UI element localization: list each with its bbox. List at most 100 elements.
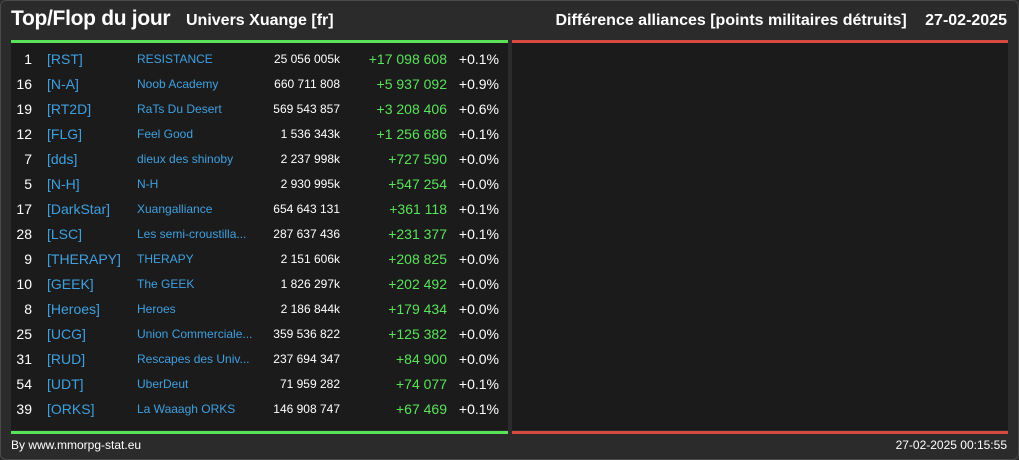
alliance-name-link[interactable]: The GEEK [137,277,195,291]
row-points: 1 536 343k [280,127,340,141]
table-row: 28 [LSC] Les semi-croustilla... 287 637 436… [11,222,508,247]
row-rank: 16 [16,76,32,92]
row-diff: +3 208 406 [376,101,447,117]
ranking-subtitle: Différence alliances [points militaires … [555,12,907,29]
row-diff: +361 118 [389,201,447,217]
row-percent: +0.9% [458,76,499,92]
table-row: 19 [RT2D] RaTs Du Desert 569 543 857 +3 208 … [11,97,508,122]
page-title: Top/Flop du jour [11,7,171,30]
row-rank: 39 [16,401,32,417]
alliance-name-link[interactable]: Noob Academy [137,77,219,91]
alliance-tag-link[interactable]: [ORKS] [47,401,95,417]
table-row: 17 [DarkStar] Xuangalliance 654 643 131 +361… [11,197,508,222]
table-row: 1 [RST] RESISTANCE 25 056 005k +17 098 608 +0… [11,47,508,72]
row-points: 287 637 436 [273,227,340,241]
row-points: 146 908 747 [273,402,340,416]
row-percent: +0.1% [458,51,499,67]
header-date: 27-02-2025 [925,12,1007,29]
row-diff: +67 469 [396,401,447,417]
row-points: 71 959 282 [279,377,340,391]
row-points: 660 711 808 [274,77,340,91]
alliance-tag-link[interactable]: [FLG] [47,126,83,142]
alliance-tag-link[interactable]: [UDT] [47,376,84,392]
alliance-name-link[interactable]: Heroes [137,302,176,316]
row-percent: +0.0% [458,351,499,367]
row-rank: 5 [24,176,32,192]
row-points: 2 237 998k [280,152,340,166]
row-diff: +547 254 [388,176,447,192]
table-row: 12 [FLG] Feel Good 1 536 343k +1 256 686 +0.1… [11,122,508,147]
table-row: 9 [THERAPY] THERAPY 2 151 606k +208 825 +0.0% [11,247,508,272]
alliance-tag-link[interactable]: [RUD] [47,351,86,367]
alliance-name-link[interactable]: La Waaagh ORKS [137,402,236,416]
table-row: 54 [UDT] UberDeut 71 959 282 +74 077 +0.1% [11,372,508,397]
row-rank: 28 [16,226,32,242]
row-percent: +0.0% [458,176,499,192]
row-diff: +179 434 [388,301,447,317]
alliance-tag-link[interactable]: [RT2D] [47,101,92,117]
alliance-tag-link[interactable]: [N-A] [47,76,79,92]
alliance-name-link[interactable]: Les semi-croustilla... [137,227,247,241]
row-points: 2 186 844k [280,302,340,316]
alliance-name-link[interactable]: Xuangalliance [137,202,213,216]
top-list-panel: 1 [RST] RESISTANCE 25 056 005k +17 098 608 +0… [11,43,508,430]
alliance-tag-link[interactable]: [LSC] [47,226,83,242]
footer-timestamp: 27-02-2025 00:15:55 [895,438,1007,452]
alliance-name-link[interactable]: Union Commerciale... [137,327,253,341]
row-percent: +0.0% [458,326,499,342]
alliance-name-link[interactable]: UberDeut [137,377,189,391]
row-rank: 1 [24,51,32,67]
row-percent: +0.0% [458,251,499,267]
row-points: 25 056 005k [273,52,340,66]
alliance-tag-link[interactable]: [UCG] [47,326,86,342]
row-diff: +17 098 608 [368,51,447,67]
row-rank: 8 [24,301,32,317]
alliance-name-link[interactable]: THERAPY [137,252,194,266]
header-right: Différence alliances [points militaires … [555,12,1007,30]
table-row: 8 [Heroes] Heroes 2 186 844k +179 434 +0.0% [11,297,508,322]
row-percent: +0.0% [458,276,499,292]
alliance-name-link[interactable]: RESISTANCE [137,52,213,66]
alliance-name-link[interactable]: dieux des shinoby [137,152,234,166]
row-rank: 10 [16,276,32,292]
row-rank: 25 [16,326,32,342]
table-row: 31 [RUD] Rescapes des Univ... 237 694 347 +8… [11,347,508,372]
flop-list-panel [512,43,1008,430]
alliance-tag-link[interactable]: [Heroes] [47,301,100,317]
alliance-tag-link[interactable]: [THERAPY] [47,251,121,267]
row-percent: +0.6% [458,101,499,117]
row-percent: +0.0% [458,151,499,167]
alliance-name-link[interactable]: Feel Good [137,127,194,141]
top-divider-green [11,40,508,43]
row-points: 359 536 822 [273,327,340,341]
alliance-tag-link[interactable]: [N-H] [47,176,80,192]
row-rank: 17 [16,201,32,217]
row-points: 237 694 347 [273,352,340,366]
row-diff: +74 077 [396,376,447,392]
row-percent: +0.1% [458,126,499,142]
alliance-tag-link[interactable]: [dds] [47,151,78,167]
alliance-tag-link[interactable]: [GEEK] [47,276,94,292]
row-rank: 31 [16,351,32,367]
alliance-tag-link[interactable]: [RST] [47,51,83,67]
table-row: 5 [N-H] N-H 2 930 995k +547 254 +0.0% [11,172,508,197]
row-points: 654 643 131 [273,202,340,216]
alliance-name-link[interactable]: RaTs Du Desert [137,102,222,116]
universe-label: Univers Xuange [fr] [186,12,334,29]
row-rank: 19 [16,101,32,117]
row-diff: +727 590 [388,151,447,167]
alliance-tag-link[interactable]: [DarkStar] [47,201,111,217]
footer-credit: By www.mmorpg-stat.eu [11,438,142,452]
row-points: 2 151 606k [280,252,340,266]
alliance-name-link[interactable]: Rescapes des Univ... [137,352,250,366]
row-diff: +231 377 [388,226,447,242]
table-row: 39 [ORKS] La Waaagh ORKS 146 908 747 +67 469… [11,397,508,422]
top-divider-red [512,40,1008,43]
row-diff: +84 900 [396,351,447,367]
row-rank: 54 [16,376,32,392]
row-rank: 12 [16,126,32,142]
alliance-name-link[interactable]: N-H [137,177,159,191]
row-percent: +0.0% [458,301,499,317]
row-diff: +5 937 092 [376,76,447,92]
table-row: 7 [dds] dieux des shinoby 2 237 998k +727 59… [11,147,508,172]
